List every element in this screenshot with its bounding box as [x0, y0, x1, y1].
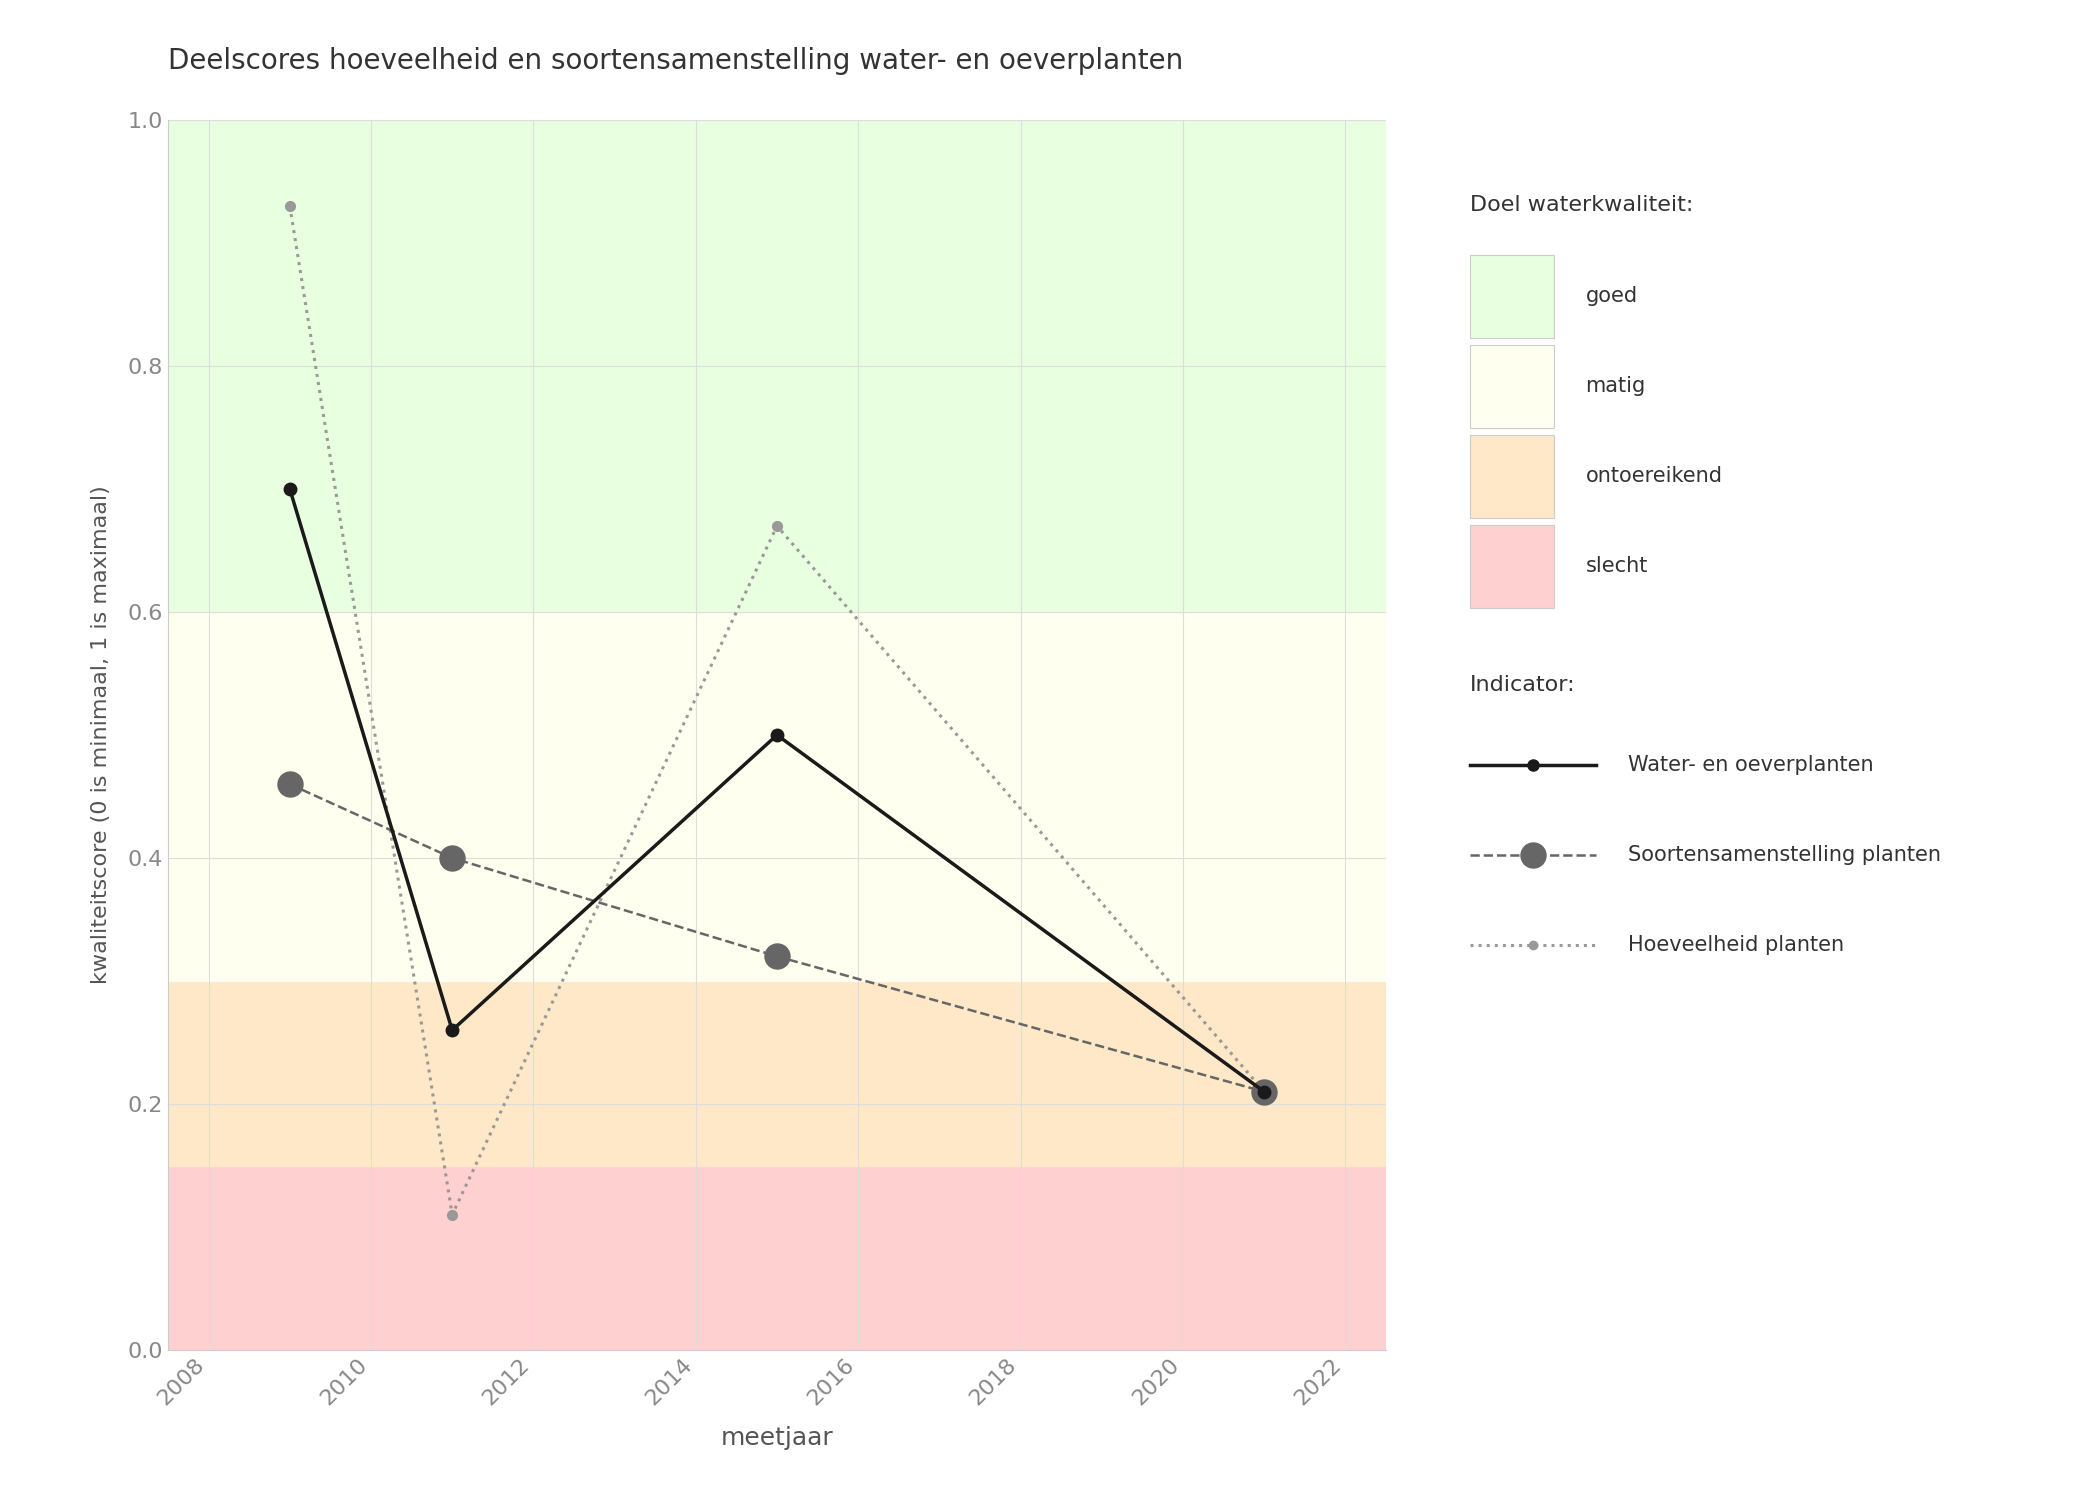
- Text: matig: matig: [1586, 376, 1646, 396]
- Text: slecht: slecht: [1586, 556, 1648, 576]
- Bar: [168, 120, 1386, 612]
- Y-axis label: kwaliteitscore (0 is minimaal, 1 is maximaal): kwaliteitscore (0 is minimaal, 1 is maxi…: [90, 486, 111, 984]
- Text: ontoereikend: ontoereikend: [1586, 466, 1722, 486]
- Text: Water- en oeverplanten: Water- en oeverplanten: [1628, 754, 1873, 776]
- Text: Indicator:: Indicator:: [1470, 675, 1575, 694]
- Text: Doel waterkwaliteit:: Doel waterkwaliteit:: [1470, 195, 1693, 214]
- Bar: [168, 612, 1386, 981]
- X-axis label: meetjaar: meetjaar: [720, 1426, 834, 1450]
- Bar: [168, 981, 1386, 1166]
- Text: goed: goed: [1586, 286, 1638, 306]
- Text: Deelscores hoeveelheid en soortensamenstelling water- en oeverplanten: Deelscores hoeveelheid en soortensamenst…: [168, 46, 1182, 75]
- Text: Soortensamenstelling planten: Soortensamenstelling planten: [1628, 844, 1940, 865]
- Bar: [168, 1166, 1386, 1350]
- Text: Hoeveelheid planten: Hoeveelheid planten: [1628, 934, 1844, 956]
